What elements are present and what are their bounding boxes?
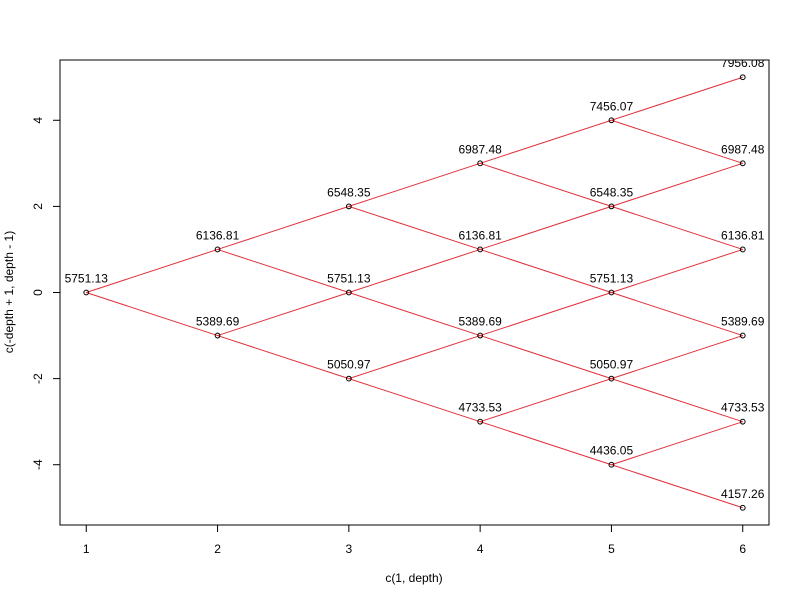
tree-edge [217, 292, 350, 337]
tree-edge [348, 162, 481, 207]
tree-edge [611, 421, 743, 466]
tree-edge [479, 378, 612, 423]
x-tick-label: 6 [739, 542, 746, 556]
tree-node-label: 5751.13 [65, 272, 109, 286]
tree-node-point [477, 246, 484, 253]
tree-edge [611, 464, 743, 509]
x-tick-label: 2 [214, 542, 221, 556]
tree-node-point [214, 332, 221, 339]
tree-edge [479, 205, 612, 250]
x-axis: 1 2 3 4 5 6 [83, 524, 746, 556]
x-tick-label: 3 [346, 542, 353, 556]
y-tick-label: 2 [31, 203, 45, 210]
x-tick-label: 5 [608, 542, 615, 556]
tree-node-label: 6136.81 [196, 228, 240, 242]
tree-edge [611, 292, 743, 337]
tree-edge [217, 205, 350, 250]
tree-node-point [477, 160, 484, 167]
y-axis-title: c(-depth + 1, depth - 1) [2, 231, 16, 353]
tree-edge [611, 205, 743, 250]
y-tick-label: -4 [31, 459, 45, 470]
tree-node-point [739, 418, 746, 425]
tree-edge [479, 292, 612, 337]
tree-edge [611, 378, 743, 423]
tree-node-label: 5389.69 [721, 315, 765, 329]
x-axis-title: c(1, depth) [385, 571, 442, 585]
tree-node-point [608, 203, 615, 210]
tree-node-point [83, 289, 90, 296]
tree-node-label: 6987.48 [458, 142, 502, 156]
tree-node-point [608, 289, 615, 296]
tree-nodes [83, 74, 746, 511]
y-tick-label: 0 [31, 289, 45, 296]
tree-node-point [739, 74, 746, 81]
tree-node-label: 6136.81 [458, 228, 502, 242]
tree-node-label: 6548.35 [590, 185, 634, 199]
tree-node-point [739, 160, 746, 167]
tree-node-label: 4733.53 [721, 401, 765, 415]
tree-node-label: 6548.35 [327, 185, 371, 199]
tree-edge [611, 76, 743, 121]
tree-node-label: 7456.07 [590, 99, 634, 113]
tree-edge [86, 248, 218, 293]
tree-edge [86, 292, 218, 337]
tree-node-point [739, 246, 746, 253]
x-tick-label: 4 [477, 542, 484, 556]
tree-node-point [739, 332, 746, 339]
tree-edges [86, 76, 743, 509]
tree-node-label: 5050.97 [327, 358, 371, 372]
plot-frame [59, 59, 770, 526]
tree-edge [479, 119, 612, 164]
tree-node-label: 5751.13 [327, 272, 371, 286]
tree-node-point [477, 418, 484, 425]
tree-node-label: 6987.48 [721, 142, 765, 156]
node-labels: 5751.13 6136.81 5389.69 6548.35 5751.13 5050.… [65, 56, 765, 501]
tree-edge [611, 119, 743, 164]
tree-node-label: 5751.13 [590, 272, 634, 286]
tree-edge [348, 292, 481, 337]
tree-node-point [739, 504, 746, 511]
tree-node-label: 5050.97 [590, 358, 634, 372]
tree-node-label: 7956.08 [721, 56, 765, 70]
tree-edge [611, 335, 743, 380]
tree-node-point [608, 375, 615, 382]
tree-node-point [345, 289, 352, 296]
tree-edge [348, 205, 481, 250]
tree-node-label: 5389.69 [458, 315, 502, 329]
tree-edge [348, 378, 481, 423]
tree-edge [611, 162, 743, 207]
tree-node-point [345, 375, 352, 382]
tree-node-point [345, 203, 352, 210]
tree-edge [479, 248, 612, 293]
tree-node-point [477, 332, 484, 339]
tree-node-label: 6136.81 [721, 228, 765, 242]
tree-node-point [608, 117, 615, 124]
y-axis: -4 -2 0 2 4 [31, 117, 61, 470]
tree-edge [348, 248, 481, 293]
tree-node-label: 5389.69 [196, 315, 240, 329]
tree-node-point [608, 461, 615, 468]
tree-node-point [214, 246, 221, 253]
tree-edge [348, 335, 481, 380]
tree-edge [479, 421, 612, 466]
x-tick-label: 1 [83, 542, 90, 556]
tree-node-label: 4436.05 [590, 444, 634, 458]
tree-edge [479, 162, 612, 207]
tree-node-label: 4157.26 [721, 487, 765, 501]
y-tick-label: -2 [31, 373, 45, 384]
tree-edge [217, 248, 350, 293]
tree-edge [479, 335, 612, 380]
tree-edge [611, 248, 743, 293]
tree-node-label: 4733.53 [458, 401, 502, 415]
tree-edge [217, 335, 350, 380]
y-tick-label: 4 [31, 117, 45, 124]
